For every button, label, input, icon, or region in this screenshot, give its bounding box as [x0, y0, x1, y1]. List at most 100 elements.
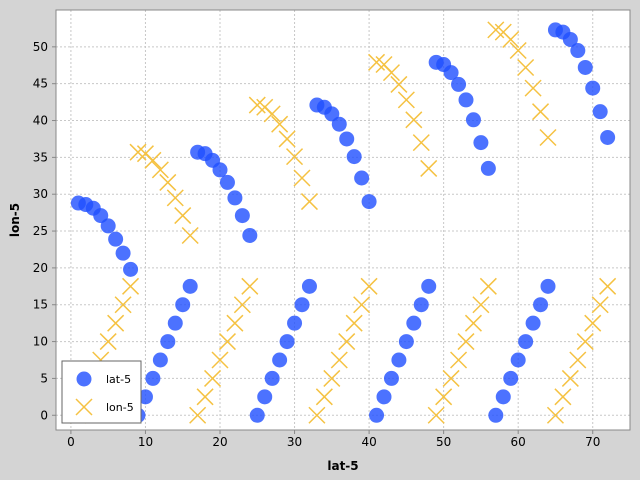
point-lat-5	[339, 131, 355, 147]
y-tick-label: 5	[40, 371, 48, 385]
point-lon-5	[554, 388, 572, 406]
point-lon-5	[211, 351, 229, 369]
point-lat-5	[152, 352, 168, 368]
point-lon-5	[107, 314, 125, 332]
point-lon-5	[151, 161, 169, 179]
point-lon-5	[241, 277, 259, 295]
plot-border	[55, 9, 631, 431]
point-lon-5	[330, 351, 348, 369]
point-lon-5	[315, 388, 333, 406]
point-lon-5	[382, 64, 400, 82]
point-lon-5	[122, 277, 140, 295]
point-lon-5	[293, 169, 311, 187]
point-lon-5	[450, 351, 468, 369]
point-lat-5	[443, 65, 459, 81]
point-lon-5	[114, 296, 132, 314]
point-lat-5	[108, 231, 124, 247]
point-lon-5	[464, 314, 482, 332]
point-lat-5	[458, 92, 474, 108]
point-lat-5	[406, 315, 422, 331]
y-tick-label: 25	[33, 224, 48, 238]
point-lat-5	[376, 389, 392, 405]
point-lon-5	[196, 388, 214, 406]
point-lon-5	[226, 314, 244, 332]
point-lon-5	[144, 151, 162, 169]
point-lat-5	[540, 278, 556, 294]
point-lat-5	[100, 218, 116, 234]
point-lon-5	[509, 41, 527, 60]
point-lon-5	[129, 143, 147, 161]
point-lat-5	[301, 278, 317, 294]
point-lon-5	[569, 351, 587, 369]
point-lon-5	[338, 333, 356, 351]
point-lat-5	[272, 352, 288, 368]
point-lon-5	[479, 277, 497, 295]
point-lat-5	[160, 334, 176, 350]
point-lat-5	[577, 59, 593, 75]
point-lat-5	[562, 31, 578, 47]
x-tick-label: 0	[67, 435, 75, 449]
point-lon-5	[300, 193, 318, 211]
point-lat-5	[585, 80, 601, 96]
ticks	[52, 46, 594, 434]
legend: lat-5 lon-5	[61, 360, 142, 424]
point-lat-5	[324, 106, 340, 122]
point-lat-5	[600, 129, 616, 145]
point-lon-5	[204, 369, 222, 387]
point-lon-5	[420, 159, 438, 177]
point-lat-5	[331, 116, 347, 132]
point-lon-5	[397, 91, 415, 109]
point-lon-5	[561, 369, 579, 387]
point-lon-5	[218, 333, 236, 351]
point-lon-5	[599, 277, 617, 295]
point-lat-5	[480, 160, 496, 176]
point-lat-5	[413, 297, 429, 313]
x-tick-label: 60	[511, 435, 526, 449]
point-lat-5	[93, 208, 109, 224]
point-lat-5	[451, 76, 467, 92]
point-lat-5	[137, 389, 153, 405]
point-lon-5	[442, 369, 460, 387]
point-lon-5	[181, 226, 199, 245]
legend-label-lat-5: lat-5	[106, 373, 131, 386]
y-tick-label: 40	[33, 114, 48, 128]
y-axis-title: lon-5	[8, 203, 22, 237]
point-lat-5	[518, 334, 534, 350]
legend-marker-lon-5	[75, 398, 93, 416]
point-lon-5	[546, 406, 564, 424]
point-lat-5	[525, 315, 541, 331]
point-lat-5	[369, 407, 385, 423]
point-lon-5	[353, 296, 371, 314]
point-lat-5	[212, 162, 228, 178]
point-lat-5	[421, 278, 437, 294]
point-lat-5	[533, 297, 549, 313]
legend-label-lon-5: lon-5	[106, 401, 134, 414]
tick-labels: 0 10 20 30 40 50 60 70 0 5 10 15 20 25 30 35 40 45 50	[33, 40, 601, 449]
point-lat-5	[279, 334, 295, 350]
x-tick-label: 20	[212, 435, 227, 449]
x-tick-label: 50	[436, 435, 451, 449]
x-tick-label: 40	[361, 435, 376, 449]
y-tick-label: 10	[33, 335, 48, 349]
y-tick-label: 20	[33, 261, 48, 275]
point-lon-5	[174, 207, 192, 225]
point-lon-5	[345, 314, 363, 332]
point-lon-5	[323, 369, 341, 387]
y-tick-label: 15	[33, 298, 48, 312]
point-lon-5	[99, 333, 117, 351]
point-lon-5	[263, 105, 281, 123]
point-lat-5	[242, 227, 258, 243]
y-tick-label: 35	[33, 150, 48, 164]
point-lat-5	[465, 112, 481, 128]
point-lat-5	[592, 104, 608, 120]
x-tick-label: 10	[138, 435, 153, 449]
point-lat-5	[167, 315, 183, 331]
point-lat-5	[287, 315, 303, 331]
point-lat-5	[227, 190, 243, 206]
point-lon-5	[532, 103, 550, 121]
point-lat-5	[249, 407, 265, 423]
y-tick-label: 45	[33, 77, 48, 91]
series-lon-5	[69, 21, 617, 424]
point-lon-5	[390, 75, 408, 93]
